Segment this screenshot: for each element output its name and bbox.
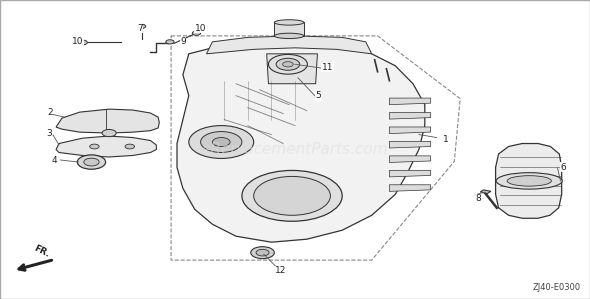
Circle shape (189, 126, 254, 158)
Text: 4: 4 (52, 156, 58, 165)
Circle shape (102, 129, 116, 137)
Text: FR.: FR. (32, 244, 51, 259)
Circle shape (77, 155, 106, 169)
Circle shape (251, 247, 274, 259)
Circle shape (166, 40, 174, 44)
Circle shape (254, 176, 330, 215)
Circle shape (212, 138, 230, 147)
Circle shape (125, 144, 135, 149)
Text: 2: 2 (47, 108, 53, 117)
Circle shape (201, 132, 242, 152)
Polygon shape (389, 141, 431, 148)
Polygon shape (496, 144, 562, 218)
Circle shape (268, 54, 307, 74)
Polygon shape (56, 109, 159, 133)
Polygon shape (56, 136, 156, 157)
Text: 3: 3 (46, 129, 52, 138)
Polygon shape (206, 36, 372, 54)
Ellipse shape (496, 173, 562, 189)
Text: 1: 1 (442, 135, 448, 144)
Text: 11: 11 (322, 63, 333, 72)
Text: 6: 6 (560, 163, 566, 172)
Circle shape (84, 158, 99, 166)
Circle shape (90, 144, 99, 149)
Text: 12: 12 (274, 266, 286, 275)
Circle shape (256, 249, 269, 256)
Circle shape (192, 31, 201, 35)
Circle shape (78, 40, 87, 45)
Polygon shape (267, 54, 317, 84)
Text: eReplacementParts.com: eReplacementParts.com (202, 142, 388, 157)
Text: 5: 5 (316, 91, 322, 100)
Circle shape (276, 58, 300, 70)
Text: 9: 9 (180, 37, 186, 46)
Polygon shape (274, 22, 304, 36)
Circle shape (137, 24, 146, 28)
Polygon shape (389, 156, 431, 162)
Polygon shape (389, 185, 431, 191)
Ellipse shape (274, 20, 304, 25)
Text: 8: 8 (475, 194, 481, 203)
Polygon shape (389, 112, 431, 119)
Polygon shape (389, 127, 431, 134)
Circle shape (242, 170, 342, 221)
Polygon shape (480, 190, 491, 193)
Polygon shape (177, 42, 425, 242)
Circle shape (283, 62, 293, 67)
Text: 7: 7 (137, 24, 143, 33)
Polygon shape (389, 170, 431, 177)
Text: 10: 10 (195, 24, 206, 33)
Text: 10: 10 (72, 37, 84, 46)
Ellipse shape (274, 33, 304, 39)
Polygon shape (389, 98, 431, 105)
Text: ZJ40-E0300: ZJ40-E0300 (533, 283, 581, 292)
Ellipse shape (507, 176, 551, 186)
